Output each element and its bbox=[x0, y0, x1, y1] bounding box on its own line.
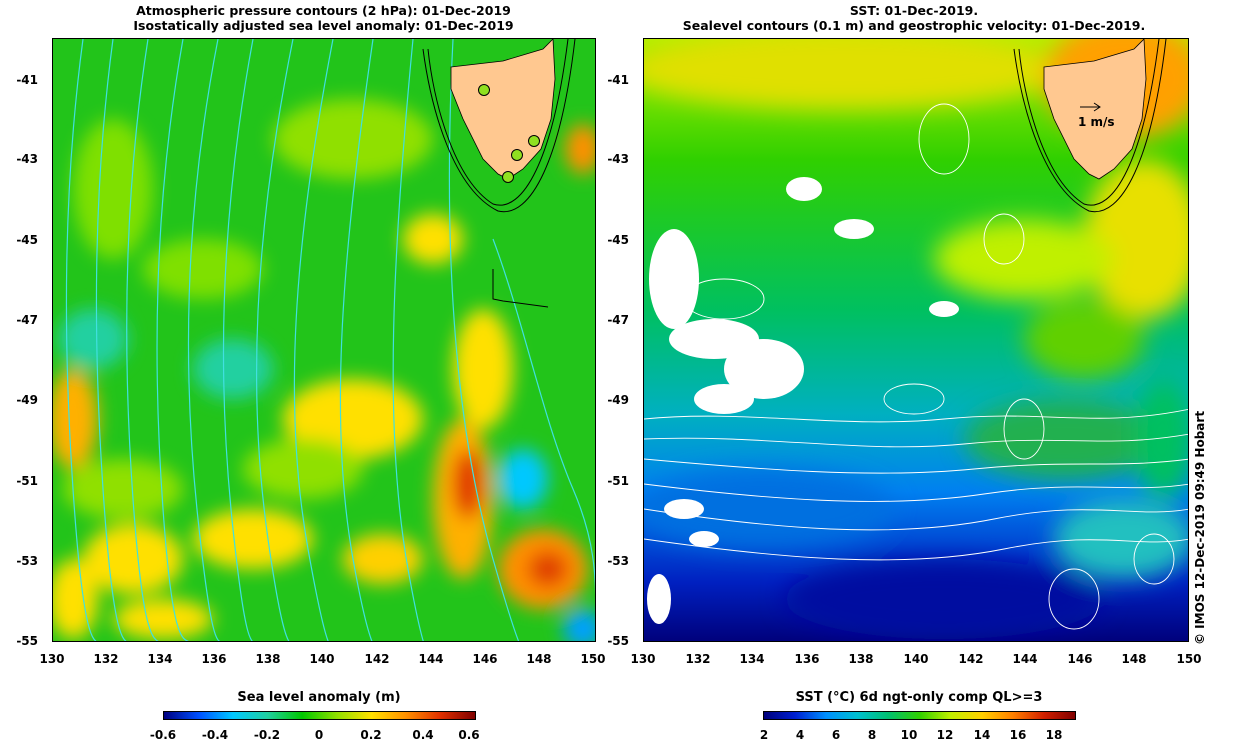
right-xtick-142: 142 bbox=[958, 652, 984, 666]
left-panel-title: Atmospheric pressure contours (2 hPa): 0… bbox=[52, 3, 595, 33]
right-title-line1: SST: 01-Dec-2019. bbox=[849, 3, 979, 18]
left-xtick-142: 142 bbox=[364, 652, 390, 666]
imos-credit: © IMOS 12-Dec-2019 09:49 Hobart bbox=[1193, 410, 1207, 645]
right-xtick-148: 148 bbox=[1121, 652, 1147, 666]
left-ytick-53: -53 bbox=[16, 554, 38, 568]
sst-tick-2: 2 bbox=[759, 728, 769, 742]
left-ytick-45: -45 bbox=[16, 233, 38, 247]
left-ytick-43: -43 bbox=[16, 152, 38, 166]
left-xtick-138: 138 bbox=[255, 652, 281, 666]
sea-level-anomaly-map bbox=[52, 38, 596, 642]
sla-tick-neg06: -0.6 bbox=[149, 728, 177, 742]
right-ytick-47: -47 bbox=[607, 313, 629, 327]
sst-tick-14: 14 bbox=[973, 728, 991, 742]
right-ytick-53: -53 bbox=[607, 554, 629, 568]
right-xtick-150: 150 bbox=[1176, 652, 1202, 666]
left-title-line2: Isostatically adjusted sea level anomaly… bbox=[133, 18, 514, 33]
right-xtick-144: 144 bbox=[1012, 652, 1038, 666]
left-xtick-134: 134 bbox=[147, 652, 173, 666]
left-ytick-47: -47 bbox=[16, 313, 38, 327]
right-panel-title: SST: 01-Dec-2019. Sealevel contours (0.1… bbox=[640, 3, 1188, 33]
sst-tick-6: 6 bbox=[831, 728, 841, 742]
left-title-line1: Atmospheric pressure contours (2 hPa): 0… bbox=[136, 3, 511, 18]
sla-tick-04: 0.4 bbox=[412, 728, 434, 742]
sst-colorbar-title: SST (°C) 6d ngt-only comp QL>=3 bbox=[795, 690, 1043, 705]
right-xtick-146: 146 bbox=[1067, 652, 1093, 666]
sst-map: 1 m/s bbox=[643, 38, 1189, 642]
right-ytick-45: -45 bbox=[607, 233, 629, 247]
sla-tick-neg04: -0.4 bbox=[201, 728, 229, 742]
sst-tick-10: 10 bbox=[900, 728, 918, 742]
sst-colorbar bbox=[763, 711, 1076, 720]
sla-tick-0: 0 bbox=[314, 728, 324, 742]
right-xtick-138: 138 bbox=[848, 652, 874, 666]
sst-tick-4: 4 bbox=[795, 728, 805, 742]
right-title-line2: Sealevel contours (0.1 m) and geostrophi… bbox=[682, 18, 1146, 33]
velocity-scale-label: 1 m/s bbox=[1078, 115, 1115, 129]
sst-tick-18: 18 bbox=[1045, 728, 1063, 742]
left-xtick-150: 150 bbox=[580, 652, 606, 666]
right-xtick-140: 140 bbox=[903, 652, 929, 666]
sla-tick-neg02: -0.2 bbox=[253, 728, 281, 742]
right-xtick-130: 130 bbox=[630, 652, 656, 666]
left-xtick-146: 146 bbox=[472, 652, 498, 666]
sst-tick-12: 12 bbox=[936, 728, 954, 742]
right-ytick-43: -43 bbox=[607, 152, 629, 166]
left-xtick-140: 140 bbox=[309, 652, 335, 666]
left-ytick-55: -55 bbox=[16, 634, 38, 648]
sst-tick-16: 16 bbox=[1009, 728, 1027, 742]
left-xtick-136: 136 bbox=[201, 652, 227, 666]
sla-colorbar bbox=[163, 711, 476, 720]
sla-tick-06: 0.6 bbox=[458, 728, 480, 742]
right-ytick-41: -41 bbox=[607, 73, 629, 87]
left-ytick-51: -51 bbox=[16, 474, 38, 488]
right-ytick-51: -51 bbox=[607, 474, 629, 488]
sla-colorbar-title: Sea level anomaly (m) bbox=[237, 690, 401, 705]
sst-tick-8: 8 bbox=[867, 728, 877, 742]
left-xtick-130: 130 bbox=[39, 652, 65, 666]
right-ytick-55: -55 bbox=[607, 634, 629, 648]
right-ytick-49: -49 bbox=[607, 393, 629, 407]
left-ytick-49: -49 bbox=[16, 393, 38, 407]
left-xtick-148: 148 bbox=[526, 652, 552, 666]
left-xtick-132: 132 bbox=[93, 652, 119, 666]
left-ytick-41: -41 bbox=[16, 73, 38, 87]
right-xtick-134: 134 bbox=[739, 652, 765, 666]
right-xtick-136: 136 bbox=[794, 652, 820, 666]
left-xtick-144: 144 bbox=[418, 652, 444, 666]
right-xtick-132: 132 bbox=[685, 652, 711, 666]
sla-tick-02: 0.2 bbox=[360, 728, 382, 742]
